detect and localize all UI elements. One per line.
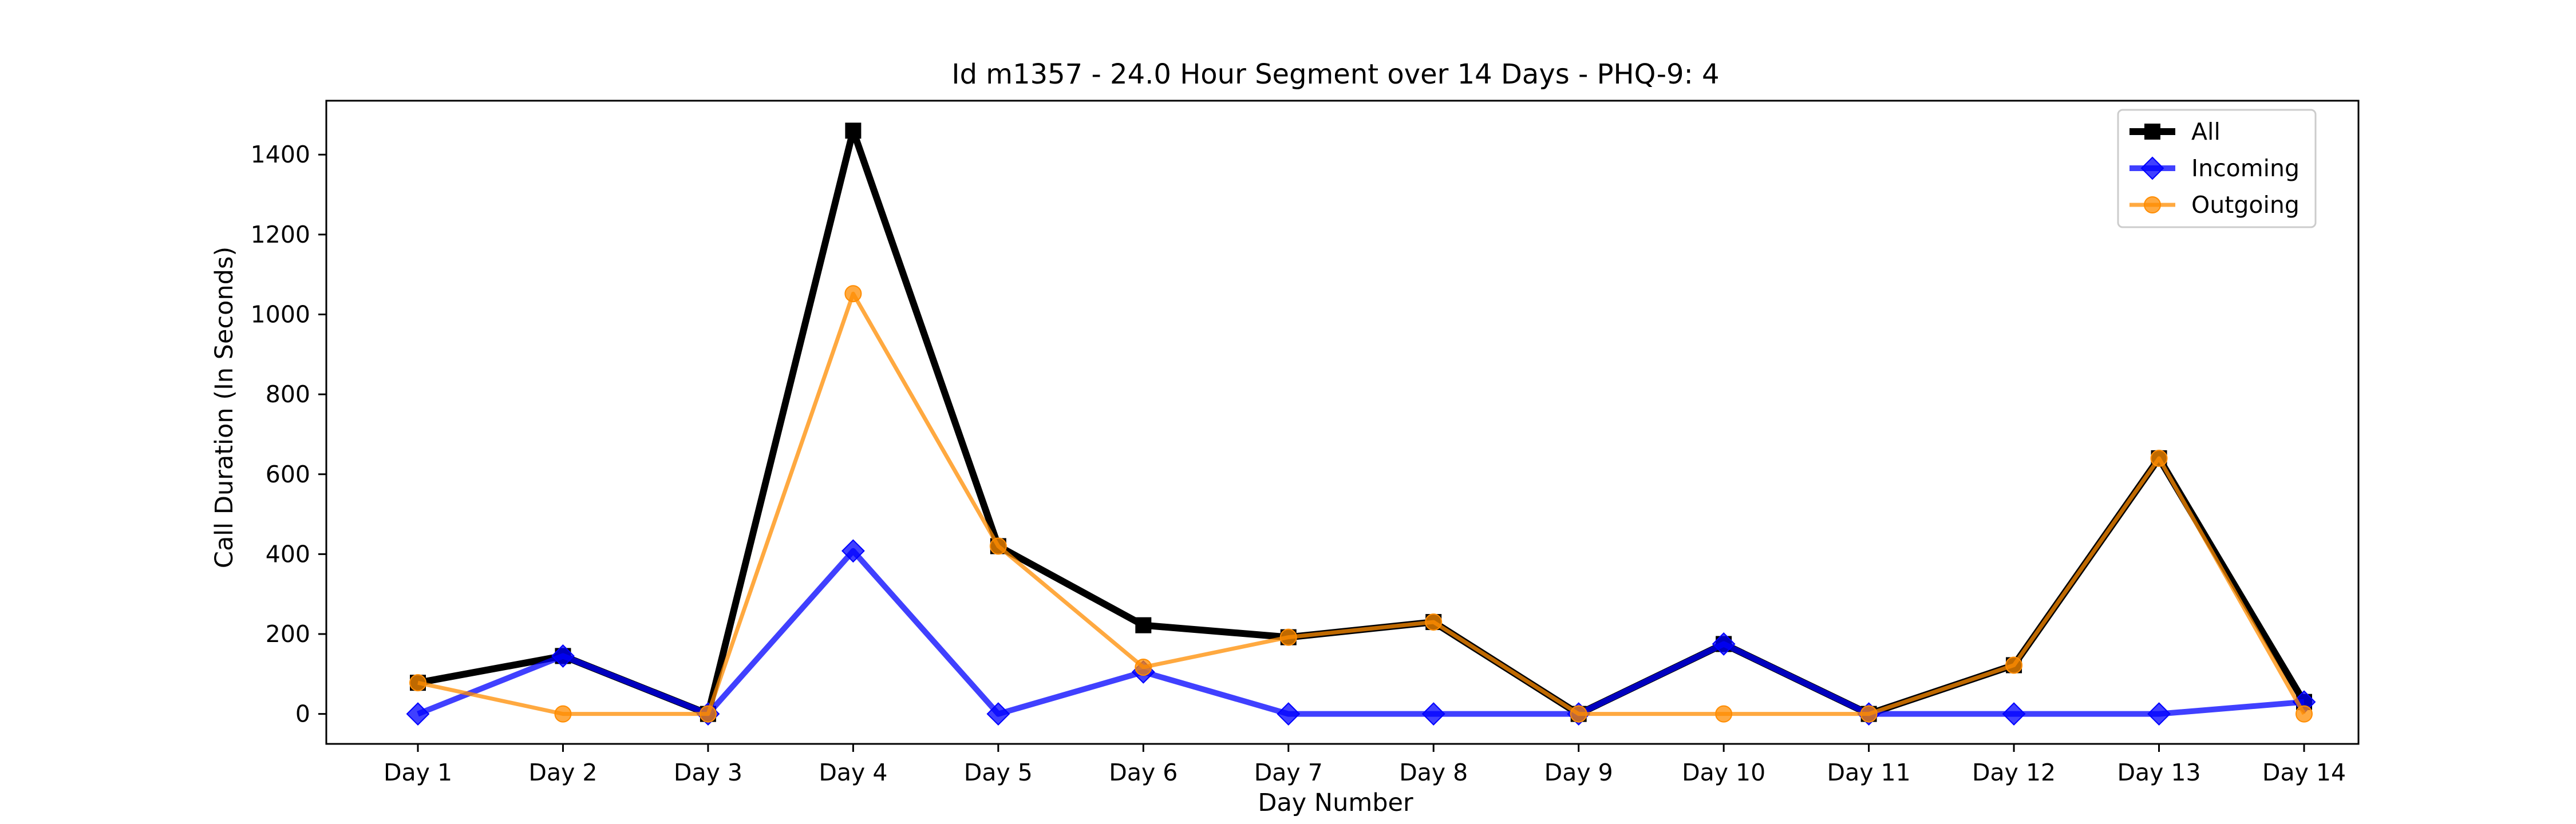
data-point-outgoing (409, 674, 426, 692)
series-line-all (417, 127, 2308, 718)
data-point-outgoing (844, 285, 862, 303)
y-tick-label: 200 (266, 620, 310, 648)
data-point-outgoing (2005, 656, 2023, 674)
data-point-incoming (1712, 632, 1736, 656)
series-outgoing (409, 285, 2313, 723)
data-point-outgoing (1860, 705, 1878, 723)
x-tick-label: Day 10 (1682, 759, 1765, 786)
legend: All Incoming Outgoing (2117, 109, 2317, 228)
x-tick-label: Day 7 (1254, 759, 1323, 786)
y-tick-label: 0 (295, 700, 310, 728)
x-tick-label: Day 6 (1109, 759, 1178, 786)
series-line-incoming (417, 548, 2305, 717)
y-tick-label: 1000 (251, 301, 310, 328)
data-point-outgoing (554, 705, 572, 723)
legend-marker-outgoing (2144, 196, 2161, 213)
data-point-outgoing (2150, 449, 2168, 467)
y-tick-label: 1400 (251, 141, 310, 168)
data-point-incoming (986, 702, 1010, 726)
x-tick-label: Day 14 (2262, 759, 2346, 786)
x-tick-label: Day 4 (819, 759, 887, 786)
x-tick-label: Day 1 (384, 759, 452, 786)
x-tick-label: Day 12 (1972, 759, 2056, 786)
legend-label-incoming: Incoming (2191, 154, 2300, 182)
data-point-incoming (551, 644, 575, 668)
plot-area (406, 122, 2316, 726)
x-tick-label: Day 8 (1399, 759, 1468, 786)
data-point-outgoing (2296, 705, 2313, 723)
legend-label-outgoing: Outgoing (2191, 191, 2300, 219)
data-point-all (845, 122, 862, 139)
x-tick-label: Day 9 (1544, 759, 1613, 786)
chart-title: Id m1357 - 24.0 Hour Segment over 14 Day… (951, 58, 1719, 90)
y-axis-label: Call Duration (In Seconds) (210, 247, 239, 568)
data-point-incoming (1421, 702, 1445, 726)
data-point-all (1135, 617, 1152, 633)
data-point-incoming (2002, 702, 2026, 726)
data-point-outgoing (1135, 658, 1152, 676)
axes: Day 1 Day 2 Day 3 Day 4 Day 5 Day 6 Day 7 Day 8… (251, 141, 2346, 786)
x-tick-label: Day 11 (1827, 759, 1911, 786)
legend-marker-all (2144, 124, 2160, 140)
x-axis-label: Day Number (1258, 789, 1413, 817)
data-point-outgoing (699, 705, 717, 723)
data-point-incoming (1277, 702, 1301, 726)
legend-marker-incoming (2140, 156, 2164, 180)
plot-frame (325, 100, 2360, 745)
x-tick-label: Day 3 (674, 759, 742, 786)
x-tick-label: Day 2 (528, 759, 597, 786)
data-point-incoming (406, 702, 430, 726)
data-point-incoming (2147, 702, 2171, 726)
data-point-outgoing (1570, 705, 1587, 723)
data-point-outgoing (1279, 628, 1297, 646)
y-tick-label: 800 (266, 381, 310, 408)
y-tick-label: 1200 (251, 221, 310, 248)
y-tick-label: 400 (266, 540, 310, 568)
x-tick-label: Day 5 (964, 759, 1033, 786)
y-tick-label: 600 (266, 461, 310, 488)
legend-label-all: All (2191, 118, 2221, 145)
data-point-outgoing (1425, 613, 1443, 631)
legend-frame (2117, 109, 2317, 228)
data-point-outgoing (989, 537, 1007, 555)
data-point-incoming (841, 539, 865, 563)
series-line-outgoing (417, 291, 2306, 716)
data-point-outgoing (1715, 705, 1733, 723)
x-tick-label: Day 13 (2117, 759, 2200, 786)
